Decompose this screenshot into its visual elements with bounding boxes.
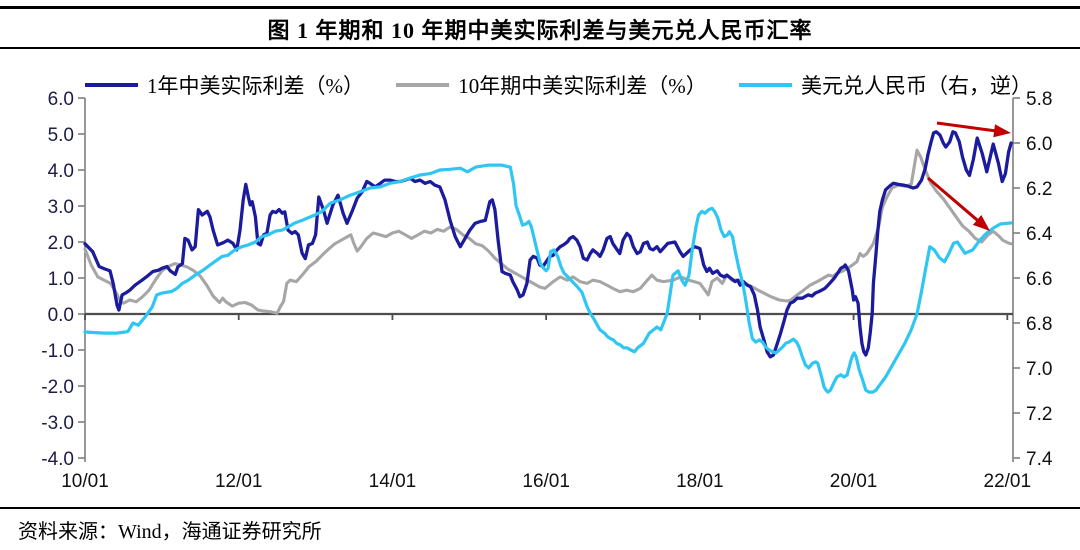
- left-axis-tick-label: -1.0: [41, 341, 74, 362]
- annotation-arrow-head-2: [972, 215, 990, 231]
- right-axis-tick-label: 5.8: [1026, 89, 1052, 110]
- x-axis-tick-label: 22/01: [984, 471, 1032, 492]
- series-usdcny-line: [83, 163, 1013, 394]
- right-axis-tick-label: 6.8: [1026, 314, 1052, 335]
- left-axis-tick-label: 2.0: [48, 233, 74, 254]
- right-axis-tick-label: 6.0: [1026, 134, 1052, 155]
- left-axis-tick-label: 4.0: [48, 161, 74, 182]
- x-axis-tick-label: 10/01: [61, 471, 109, 492]
- left-axis-tick-label: -3.0: [41, 413, 74, 434]
- annotation-arrow-line-1: [936, 121, 999, 133]
- legend-label-usdcny: 美元兑人民币（右，逆）: [801, 74, 1032, 98]
- left-axis-tick-label: 6.0: [48, 89, 74, 110]
- footer-rule: [0, 507, 1080, 509]
- right-axis-tick-label: 7.2: [1026, 404, 1052, 425]
- series-1y-spread-line: [83, 130, 1013, 359]
- legend-item-1y-spread: 1年中美实际利差（%）: [85, 70, 364, 100]
- legend-swatch-1y-spread: [85, 83, 138, 87]
- legend-label-1y-spread: 1年中美实际利差（%）: [147, 74, 364, 98]
- right-axis-tick-label: 6.6: [1026, 269, 1052, 290]
- left-axis-tick-label: 3.0: [48, 197, 74, 218]
- source-note: 资料来源：Wind，海通证券研究所: [18, 521, 322, 543]
- legend-item-10y-spread: 10年期中美实际利差（%）: [396, 70, 707, 100]
- right-axis-tick-label: 6.4: [1026, 224, 1053, 245]
- chart-title: 图 1 年期和 10 年期中美实际利差与美元兑人民币汇率: [267, 18, 813, 43]
- left-axis-tick-label: -4.0: [41, 449, 74, 470]
- annotation-arrow-head-1: [993, 124, 1011, 138]
- left-axis-tick-label: 5.0: [48, 125, 74, 146]
- right-axis-tick-label: 7.0: [1026, 359, 1052, 380]
- x-axis-tick-label: 16/01: [522, 471, 570, 492]
- legend-label-10y-spread: 10年期中美实际利差（%）: [458, 74, 707, 98]
- title-divider-rule: [0, 47, 1080, 49]
- x-axis-tick-label: 20/01: [830, 471, 878, 492]
- x-axis-tick-label: 18/01: [676, 471, 724, 492]
- legend-item-usdcny: 美元兑人民币（右，逆）: [739, 70, 1032, 100]
- legend-swatch-usdcny: [739, 83, 792, 87]
- right-axis-tick-label: 6.2: [1026, 179, 1052, 200]
- legend-swatch-10y-spread: [396, 83, 450, 87]
- x-axis-tick-label: 12/01: [215, 471, 263, 492]
- legend: 1年中美实际利差（%） 10年期中美实际利差（%） 美元兑人民币（右，逆）: [85, 70, 1032, 100]
- top-rule: [0, 6, 1080, 9]
- left-axis-tick-label: 0.0: [48, 305, 74, 326]
- series-10y-spread-line: [83, 148, 1013, 315]
- annotation-arrow-line-2: [927, 176, 982, 224]
- right-axis-tick-label: 7.4: [1026, 449, 1053, 470]
- x-axis-tick-label: 14/01: [369, 471, 417, 492]
- left-axis-tick-label: 1.0: [48, 269, 74, 290]
- left-axis-tick-label: -2.0: [41, 377, 74, 398]
